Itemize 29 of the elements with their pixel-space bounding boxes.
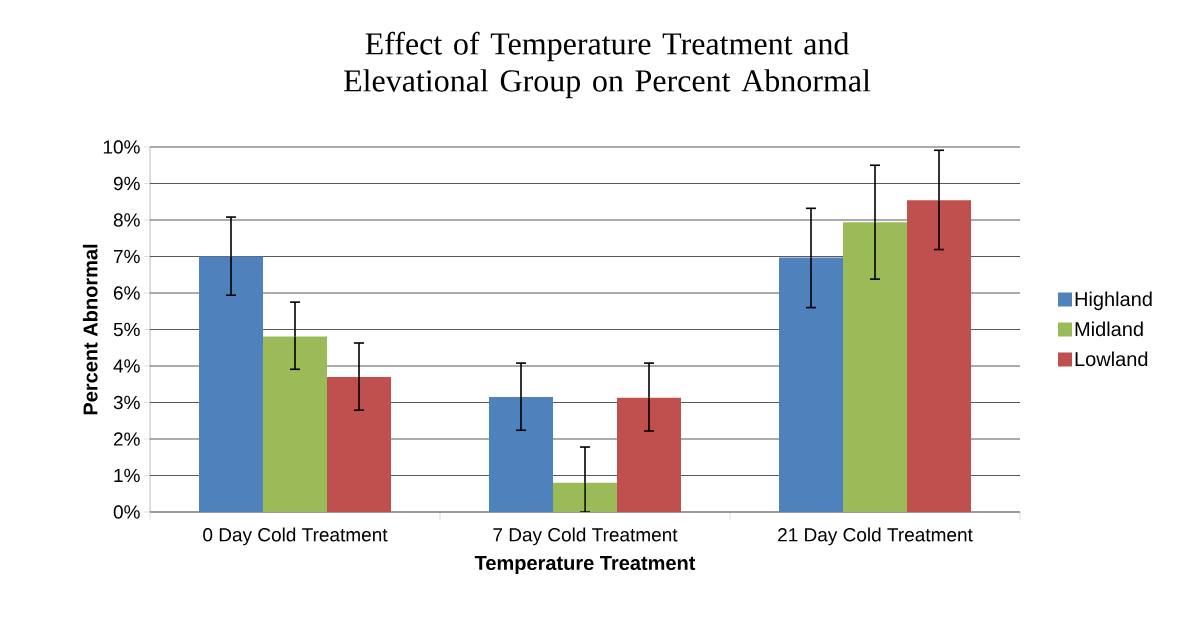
x-tick-label: 7 Day Cold Treatment (493, 527, 678, 546)
legend-label: Midland (1075, 321, 1143, 337)
y-tick-label: 5% (113, 322, 140, 337)
legend-label: Highland (1075, 291, 1152, 311)
y-tick-label: 8% (113, 213, 140, 227)
y-tick-label: 4% (113, 359, 140, 373)
y-tick-label: 3% (113, 395, 140, 410)
y-tick-label: 7% (113, 249, 140, 264)
chart-title: Effect of Temperature Treatment and Elevational Group on Percent Abnormal (344, 31, 871, 99)
bar (907, 200, 972, 512)
bar (779, 257, 844, 512)
bar (199, 256, 263, 512)
y-tick-label: 6% (113, 286, 140, 300)
y-tick-label: 10% (103, 140, 140, 154)
x-tick-label: 21 Day Cold Treatment (778, 527, 973, 546)
bar (327, 376, 392, 512)
y-tick-label: 9% (113, 176, 140, 191)
y-tick-label: 1% (114, 468, 140, 483)
bar (843, 222, 908, 512)
bar (489, 397, 554, 512)
x-tick-label: 0 Day Cold Treatment (203, 527, 388, 546)
bar (617, 397, 682, 512)
y-tick-label: 0% (113, 505, 140, 519)
y-tick-label: 2% (113, 432, 140, 446)
bar (553, 482, 618, 512)
y-axis-title: Percent Abnormal (82, 244, 98, 415)
legend-label: Lowland (1075, 351, 1148, 367)
x-axis-title: Temperature Treatment (474, 556, 696, 575)
bar (263, 336, 327, 512)
